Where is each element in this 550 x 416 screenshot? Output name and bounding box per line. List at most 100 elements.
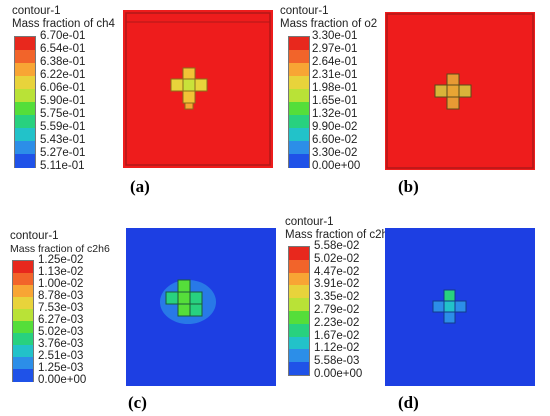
- colorbar-swatch: [13, 285, 33, 298]
- colorbar-swatch: [13, 261, 33, 274]
- structure-cell: [194, 78, 208, 92]
- colorbar-tick-label: 6.27e-03: [38, 314, 84, 326]
- structure-cell: [177, 279, 191, 293]
- colorbar-swatch: [289, 259, 309, 274]
- colorbar-swatch: [15, 128, 35, 142]
- colorbar-swatch: [15, 76, 35, 90]
- colorbar-swatch: [289, 76, 309, 90]
- colorbar: [288, 246, 310, 376]
- colorbar-swatch: [13, 273, 33, 286]
- colorbar-tick-label: 3.30e-02: [312, 147, 358, 159]
- colorbar: [288, 36, 310, 168]
- colorbar-swatch: [15, 102, 35, 116]
- colorbar-swatch: [289, 285, 309, 299]
- contour-name: contour-1: [285, 216, 334, 228]
- colorbar-tick-label: 2.79e-02: [314, 304, 360, 316]
- quantity-label: Mass fraction of c2h6: [10, 243, 110, 255]
- flame-structure: [434, 73, 472, 110]
- colorbar-tick-label: 5.02e-02: [314, 252, 360, 265]
- colorbar-tick-label: 1.65e-01: [312, 95, 358, 107]
- structure-cell: [432, 300, 445, 313]
- structure-cell: [434, 84, 448, 98]
- colorbar-tick-label: 1.98e-01: [312, 82, 358, 94]
- colorbar-swatch: [289, 128, 309, 142]
- colorbar-swatch: [13, 357, 33, 370]
- colorbar-tick-label: 3.91e-02: [314, 278, 360, 291]
- colorbar-tick-label: 4.47e-02: [314, 265, 360, 278]
- colorbar-swatch: [13, 309, 33, 322]
- colorbar-swatch: [13, 321, 33, 334]
- colorbar-tick-label: 3.76e-03: [38, 338, 84, 350]
- colorbar-swatch: [289, 141, 309, 155]
- panel-label: (b): [398, 177, 419, 196]
- contour-plot: [385, 228, 535, 386]
- contour-plot: [126, 228, 276, 386]
- colorbar-tick-label: 1.67e-02: [314, 329, 360, 342]
- colorbar-tick-label: 6.06e-01: [40, 82, 86, 94]
- contour-plot: [123, 10, 273, 168]
- colorbar-tick-label: 6.60e-02: [312, 134, 358, 146]
- colorbar-swatch: [289, 102, 309, 116]
- colorbar-tick-label: 7.53e-03: [38, 302, 84, 314]
- colorbar-tick-label: 1.25e-02: [38, 254, 84, 266]
- colorbar-swatch: [15, 154, 35, 168]
- colorbar-swatch: [289, 63, 309, 77]
- colorbar-swatch: [13, 297, 33, 310]
- colorbar-tick-label: 5.43e-01: [40, 134, 86, 146]
- flame-structure: [170, 67, 208, 110]
- colorbar-swatch: [289, 323, 309, 338]
- quantity-label: Mass fraction of ch4: [12, 18, 115, 30]
- colorbar-swatch: [289, 272, 309, 286]
- structure-cell: [446, 84, 460, 98]
- colorbar-swatch: [13, 345, 33, 358]
- colorbar-tick-label: 5.27e-01: [40, 147, 86, 159]
- contour-field: [126, 228, 276, 386]
- structure-cell: [454, 300, 467, 313]
- colorbar-swatch: [13, 369, 33, 382]
- frame-line: [125, 12, 271, 166]
- structure-cell: [446, 96, 460, 110]
- colorbar-tick-label: 2.51e-03: [38, 350, 84, 362]
- colorbar-tick-label: 6.70e-01: [40, 30, 86, 42]
- colorbar-swatch: [289, 247, 309, 261]
- colorbar-tick-label: 0.00e+00: [312, 160, 361, 172]
- colorbar-tick-label: 9.90e-02: [312, 121, 358, 133]
- contour-title: contour-1 Mass fraction of c2h6: [10, 230, 110, 256]
- contour-name: contour-1: [280, 5, 329, 17]
- colorbar-swatch: [289, 37, 309, 51]
- contour-field: [385, 228, 535, 386]
- colorbar-swatch: [289, 115, 309, 129]
- colorbar-swatch: [289, 298, 309, 312]
- colorbar-swatch: [13, 333, 33, 346]
- flame-structure: [432, 289, 467, 324]
- frame-line: [386, 13, 534, 169]
- colorbar-tick-label: 3.35e-02: [314, 291, 360, 304]
- structure-cell: [184, 102, 194, 110]
- colorbar-tick-label: 8.78e-03: [38, 290, 84, 302]
- contour-plot: [385, 12, 535, 170]
- contour-title: contour-1 Mass fraction of c2h4: [285, 216, 394, 242]
- contour-title: contour-1 Mass fraction of o2: [280, 5, 377, 31]
- structure-cell: [182, 67, 196, 80]
- colorbar-tick-label: 0.00e+00: [314, 368, 363, 380]
- colorbar-swatch: [289, 336, 309, 350]
- contour-field: [123, 10, 273, 168]
- colorbar-tick-label: 5.75e-01: [40, 108, 86, 120]
- colorbar-tick-label: 2.64e-01: [312, 56, 358, 68]
- colorbar-swatch: [289, 311, 309, 325]
- flame-structure: [160, 279, 216, 324]
- colorbar-tick-label: 1.32e-01: [312, 108, 358, 120]
- colorbar-swatch: [15, 141, 35, 155]
- colorbar-tick-label: 0.00e+00: [38, 374, 87, 386]
- colorbar-tick-label: 6.22e-01: [40, 69, 86, 81]
- colorbar: [14, 36, 36, 168]
- structure-cell: [189, 303, 203, 317]
- panel-label: (c): [128, 393, 147, 412]
- structure-cell: [170, 78, 184, 92]
- structure-cell: [458, 84, 472, 98]
- colorbar-swatch: [289, 362, 309, 376]
- structure-cell: [443, 311, 456, 324]
- colorbar-swatch: [15, 63, 35, 77]
- colorbar-swatch: [15, 115, 35, 129]
- colorbar-tick-label: 1.13e-02: [38, 266, 84, 278]
